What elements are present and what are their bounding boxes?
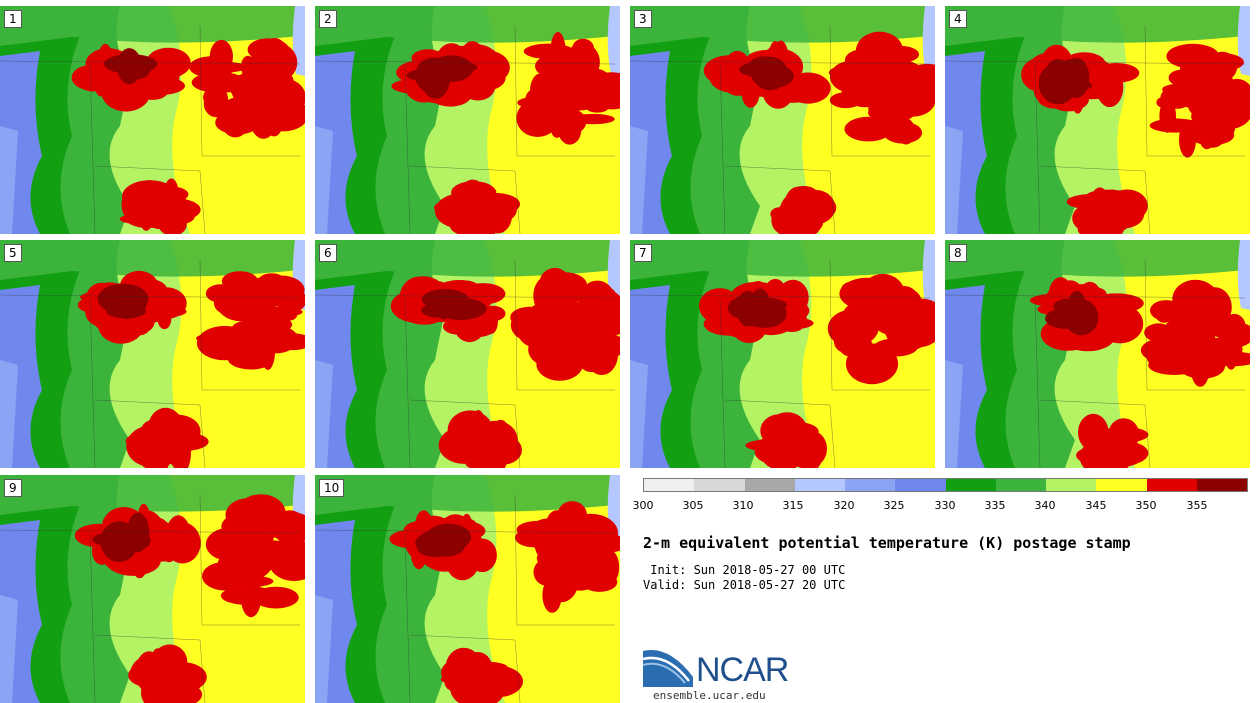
colorbar-tick-label: 330: [934, 499, 956, 512]
member-label: 8: [949, 244, 967, 262]
ensemble-member-map: 7: [630, 240, 935, 468]
colorbar-swatch: [845, 479, 896, 491]
ensemble-member-map: 10: [315, 475, 620, 703]
colorbar-tick-label: 325: [883, 499, 905, 512]
logo-wordmark: NCAR: [696, 651, 789, 689]
colorbar-swatch: [995, 479, 1046, 491]
colorbar-swatch: [945, 479, 996, 491]
site-url: ensemble.ucar.edu: [653, 689, 766, 702]
ensemble-member-map: 2: [315, 6, 620, 234]
colorbar-swatch: [694, 479, 745, 491]
member-label: 7: [634, 244, 652, 262]
ensemble-member-map: 9: [0, 475, 305, 703]
ensemble-member-map: 1: [0, 6, 305, 234]
member-label: 2: [319, 10, 337, 28]
colorbar-tick-label: 355: [1186, 499, 1208, 512]
ensemble-member-map: 3: [630, 6, 935, 234]
colorbar-swatch: [1096, 479, 1147, 491]
colorbar-swatch: [1196, 479, 1247, 491]
colorbar-tick-label: 305: [682, 499, 704, 512]
ncar-logo-icon: [643, 650, 693, 687]
colorbar-tick-label: 345: [1085, 499, 1107, 512]
colorbar-swatch: [744, 479, 795, 491]
ensemble-member-map: 4: [945, 6, 1250, 234]
valid-time: Valid: Sun 2018-05-27 20 UTC: [643, 578, 846, 592]
colorbar-swatch: [1046, 479, 1097, 491]
colorbar-tick-label: 310: [732, 499, 754, 512]
colorbar-swatch: [794, 479, 845, 491]
colorbar-swatch: [895, 479, 946, 491]
member-label: 3: [634, 10, 652, 28]
colorbar-tick-label: 340: [1034, 499, 1056, 512]
colorbar-tick-label: 350: [1135, 499, 1157, 512]
init-time: Init: Sun 2018-05-27 00 UTC: [643, 563, 846, 577]
colorbar-tick-label: 320: [833, 499, 855, 512]
member-label: 9: [4, 479, 22, 497]
colorbar-swatch: [644, 479, 695, 491]
colorbar-tick-label: 315: [782, 499, 804, 512]
member-label: 4: [949, 10, 967, 28]
member-label: 10: [319, 479, 345, 497]
member-label: 6: [319, 244, 337, 262]
colorbar-swatch: [1146, 479, 1197, 491]
colorbar-tick-label: 300: [632, 499, 654, 512]
figure-title: 2-m equivalent potential temperature (K)…: [643, 534, 1131, 552]
ensemble-member-map: 5: [0, 240, 305, 468]
ensemble-member-map: 6: [315, 240, 620, 468]
ensemble-member-map: 8: [945, 240, 1250, 468]
colorbar: [643, 478, 1248, 492]
colorbar-tick-label: 335: [984, 499, 1006, 512]
member-label: 5: [4, 244, 22, 262]
member-label: 1: [4, 10, 22, 28]
